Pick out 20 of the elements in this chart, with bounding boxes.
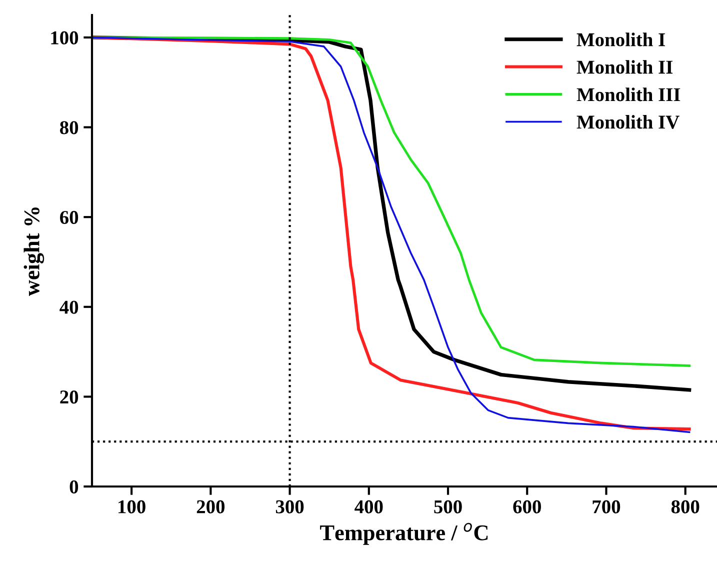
- legend-label: Monolith III: [576, 88, 680, 102]
- y-tick-label: 60: [60, 210, 78, 224]
- legend-label: Monolith IV: [576, 115, 680, 129]
- legend-label: Monolith II: [576, 60, 673, 74]
- x-tick-label: 600: [513, 500, 541, 514]
- y-tick-label: 0: [70, 480, 78, 494]
- legend-label: Monolith I: [576, 32, 665, 46]
- y-tick-label: 100: [51, 31, 78, 44]
- y-axis-title: weight %: [24, 207, 44, 296]
- x-tick-label: 400: [354, 500, 383, 514]
- x-tick-label: 500: [434, 500, 462, 514]
- y-tick-label: 40: [60, 300, 78, 314]
- x-tick-label: 100: [118, 500, 146, 514]
- y-tick-label: 80: [60, 121, 78, 134]
- x-tick-label: 200: [196, 500, 225, 514]
- x-tick-label: 800: [671, 500, 700, 514]
- x-tick-label: 300: [276, 500, 304, 514]
- y-tick-label: 20: [60, 390, 78, 404]
- x-axis-title: Temperature / $^{o}$C: [320, 522, 488, 545]
- x-tick-label: 700: [592, 500, 620, 514]
